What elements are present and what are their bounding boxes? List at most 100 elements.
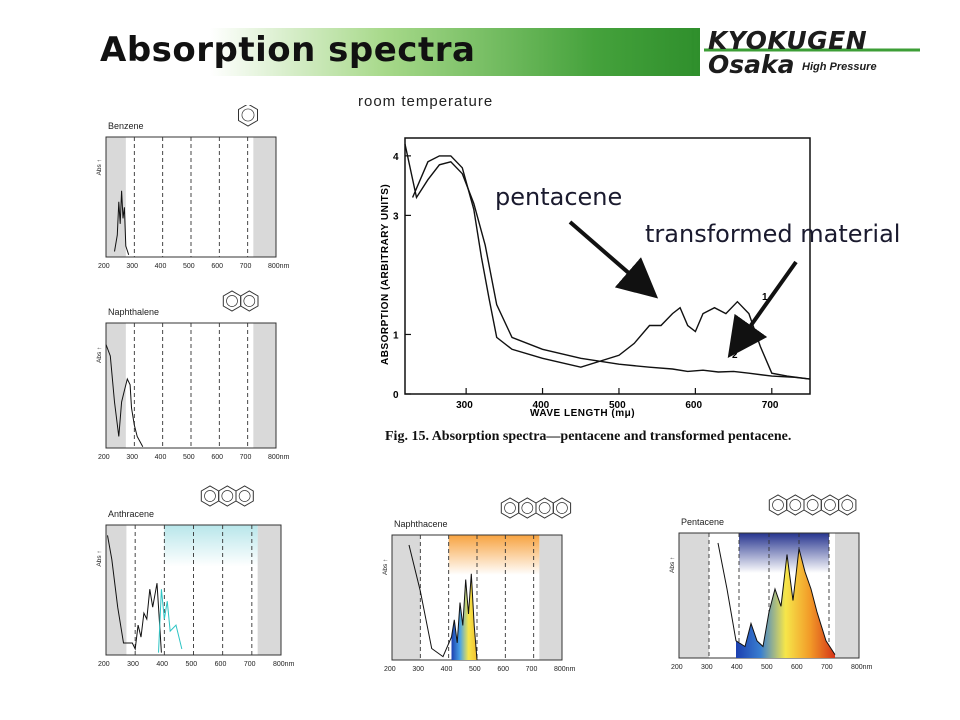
main-x-tick-label: 400 [533,400,550,411]
molecule-structure-icon [200,485,254,507]
panel-color-band [164,525,258,567]
panel-x-tick-label: 400 [155,263,167,270]
panel-ir-shade [253,137,276,257]
panel-uv-shade [392,535,421,660]
panel-ir-shade [835,533,859,658]
panel-ir-shade [257,525,281,655]
panel-uv-shade [106,323,126,448]
naphthalene-spectrum-panel: 200 300 400 500 600 700 800nm Naphthalene Abs ↑ [96,290,290,461]
main-y-tick-label: 4 [393,152,399,163]
kyokugen-logo: KYOKUGEN Osaka High Pressure [690,24,930,84]
panel-x-tick-label: 600 [211,454,223,461]
panel-x-tick-label: 200 [671,664,683,671]
pentacene-spectrum-panel: 200 300 400 500 600 700 800nm Pentacene Abs ↑ [669,494,873,671]
panel-x-tick-label: 500 [183,263,195,270]
panel-x-tick-label: 600 [497,666,509,673]
main-plot-frame [404,137,811,395]
panel-spectrum-fill [451,573,477,660]
caption-fig-number: Fig. 15. [385,429,429,444]
panel-title: Pentacene [681,517,724,527]
panel-spectrum-fill [736,548,835,658]
panel-x-tick-label: 300 [126,263,138,270]
panel-x-tick-label: 400 [731,664,743,671]
logo-swoosh-icon [692,28,920,74]
panel-y-axis-label: Abs ↑ [96,550,103,566]
panel-x-tick-label: 400 [155,454,167,461]
subtitle: room temperature [358,93,494,110]
pentacene-arrow-icon [568,220,659,299]
transformed-material-label: transformed material [645,220,901,248]
panel-x-tick-label: 800nm [273,661,295,668]
molecule-structure-icon [500,497,572,519]
panel-x-tick-label: 200 [98,263,110,270]
main-y-tick-label: 0 [393,390,399,401]
panel-spectrum-line [107,535,162,653]
panel-spectrum-line [717,542,836,655]
panel-spectrum-line [408,544,478,661]
panel-fluorescence-line [158,589,183,653]
panel-x-tick-label: 200 [98,454,110,461]
panel-uv-shade [679,533,709,658]
main-x-axis-label: WAVE LENGTH (mμ) [530,408,635,419]
panel-x-tick-label: 400 [441,666,453,673]
panel-x-tick-label: 300 [412,666,424,673]
panel-ir-shade [253,323,276,448]
panel-title: Naphthacene [394,519,448,529]
benzene-spectrum-panel: 200 300 400 500 600 700 800nm Benzene Abs ↑ [96,105,290,270]
panel-x-tick-label: 500 [469,666,481,673]
main-x-tick-label: 600 [685,400,702,411]
panel-x-tick-label: 500 [761,664,773,671]
pentacene-label: pentacene [495,183,623,211]
panel-x-tick-label: 700 [526,666,538,673]
panel-title: Anthracene [108,509,154,519]
panel-x-tick-label: 500 [183,454,195,461]
molecule-structure-icon [238,105,258,127]
panel-title: Naphthalene [108,307,159,317]
panel-x-tick-label: 800nm [268,454,290,461]
panel-x-tick-label: 600 [791,664,803,671]
logo-line1: KYOKUGEN [708,26,868,55]
main-y-tick-label: 3 [393,211,399,222]
panel-ir-shade [539,535,562,660]
main-y-tick-label: 1 [393,330,399,341]
panel-uv-shade [106,137,126,257]
panel-x-tick-label: 300 [126,454,138,461]
figure-caption: Fig. 15. Absorption spectra—pentacene an… [385,428,845,445]
main-y-axis-label: ABSORPTION (ARBITRARY UNITS) [380,184,391,365]
main-series-line-1 [411,155,811,380]
main-series-line-2 [404,143,811,380]
panel-y-axis-label: Abs ↑ [96,159,103,175]
panel-y-axis-label: Abs ↑ [96,347,103,363]
panel-spectrum-line [114,190,130,255]
logo-line2: Osaka [708,50,795,79]
panel-x-tick-label: 300 [127,661,139,668]
panel-x-tick-label: 600 [215,661,227,668]
main-x-tick-label: 500 [609,400,626,411]
panel-x-tick-label: 700 [240,263,252,270]
main-x-tick-label: 300 [456,400,473,411]
panel-x-tick-label: 800nm [851,664,873,671]
panel-x-tick-label: 600 [211,263,223,270]
transformed-arrow-icon [727,260,798,359]
molecule-structure-icon [768,494,857,516]
anthracene-spectrum-panel: 200 300 400 500 600 700 800nm Anthracene Abs ↑ [96,485,295,668]
main-x-tick-label: 700 [762,400,779,411]
panel-x-tick-label: 800nm [554,666,576,673]
curve-label-1: 1 [762,292,768,303]
panel-x-tick-label: 700 [240,454,252,461]
panel-color-band [739,533,829,573]
naphthacene-spectrum-panel: 200 300 400 500 600 700 800nm Naphthacene Abs ↑ [382,497,576,673]
panel-spectrum-line [105,344,144,448]
panel-title: Benzene [108,121,144,131]
panel-y-axis-label: Abs ↑ [669,557,676,573]
panel-color-band [448,535,540,575]
panel-x-tick-label: 700 [244,661,256,668]
panel-x-tick-label: 300 [701,664,713,671]
molecule-structure-icon [222,290,259,312]
panel-x-tick-label: 700 [821,664,833,671]
logo-subtext: High Pressure [802,61,877,73]
main-absorption-chart: 300 400 500 600 700 0 1 3 4 ABSORPTION (ARBITRAR… [380,137,811,419]
panel-x-tick-label: 200 [384,666,396,673]
panel-x-tick-label: 500 [186,661,198,668]
